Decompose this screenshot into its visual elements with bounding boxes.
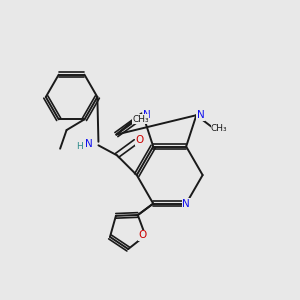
Text: CH₃: CH₃ — [132, 115, 149, 124]
Text: N: N — [182, 199, 190, 208]
Text: O: O — [138, 230, 147, 241]
Text: N: N — [143, 110, 151, 120]
Text: H: H — [76, 142, 83, 151]
Text: CH₃: CH₃ — [211, 124, 228, 133]
Text: N: N — [197, 110, 205, 120]
Text: N: N — [85, 139, 92, 148]
Text: O: O — [136, 135, 144, 145]
